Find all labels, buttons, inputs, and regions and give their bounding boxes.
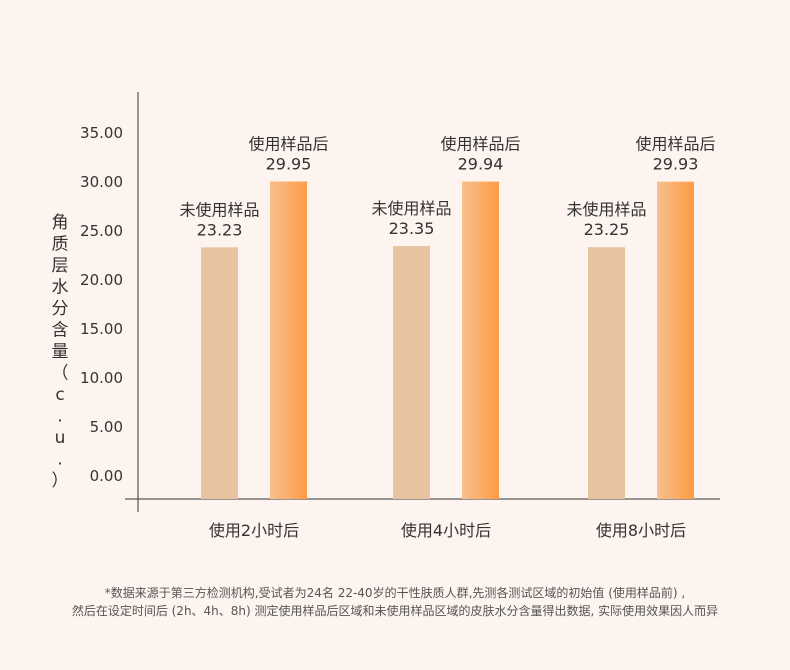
- data-label: 23.23: [197, 220, 243, 239]
- y-tick-label: 0.00: [90, 467, 123, 485]
- series-label: 使用样品后: [440, 135, 520, 154]
- bar-treated: [270, 181, 307, 500]
- series-label: 未使用样品: [566, 200, 646, 219]
- bar-treated: [462, 181, 499, 499]
- footnote-line-2: 然后在设定时间后 (2h、4h、8h) 测定使用样品后区域和未使用样品区域的皮肤…: [71, 604, 719, 618]
- data-label: 23.35: [389, 219, 435, 238]
- y-tick-label: 25.00: [80, 222, 123, 240]
- series-label: 使用样品后: [635, 135, 715, 154]
- x-tick-label: 使用8小时后: [596, 521, 686, 540]
- bar-untreated: [393, 246, 430, 499]
- data-label: 29.93: [653, 155, 699, 174]
- bar-treated: [657, 181, 694, 499]
- y-tick-label: 35.00: [80, 124, 123, 142]
- y-tick-label: 30.00: [80, 173, 123, 191]
- data-label: 23.25: [584, 220, 630, 239]
- y-tick-label: 15.00: [80, 320, 123, 338]
- series-label: 未使用样品: [371, 199, 451, 218]
- series-label: 未使用样品: [179, 200, 259, 219]
- y-axis-label: 角质层水分含量（ c. u.）: [52, 213, 69, 491]
- bar-untreated: [588, 247, 625, 499]
- footnote-line-1: *数据来源于第三方检测机构,受试者为24名 22-40岁的干性肤质人群,先测各测…: [104, 586, 686, 600]
- y-tick-label: 20.00: [80, 271, 123, 289]
- y-tick-label: 5.00: [90, 418, 123, 436]
- series-label: 使用样品后: [248, 134, 328, 153]
- data-label: 29.95: [266, 154, 312, 173]
- y-tick-label: 10.00: [80, 369, 123, 387]
- x-tick-label: 使用4小时后: [401, 521, 491, 540]
- x-tick-label: 使用2小时后: [209, 521, 299, 540]
- bar-untreated: [201, 247, 238, 499]
- data-label: 29.94: [458, 155, 504, 174]
